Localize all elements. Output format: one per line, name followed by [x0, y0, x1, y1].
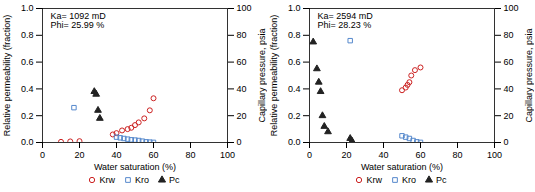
svg-text:100: 100	[504, 3, 519, 13]
svg-text:100: 100	[237, 3, 252, 13]
svg-text:100: 100	[487, 150, 502, 160]
svg-text:1.0: 1.0	[288, 3, 301, 13]
svg-text:60: 60	[148, 150, 158, 160]
html-text:Pc: Pc	[169, 175, 180, 185]
svg-text:40: 40	[111, 150, 121, 160]
svg-text:0.4: 0.4	[21, 84, 34, 94]
svg-text:0: 0	[40, 150, 45, 160]
svg-text:80: 80	[237, 30, 247, 40]
html-text:Krw: Krw	[99, 175, 115, 185]
svg-text:20: 20	[341, 150, 351, 160]
html-text:Kro: Kro	[402, 175, 416, 185]
svg-text:Relative permeability (fractio: Relative permeability (fraction)	[2, 15, 12, 137]
svg-text:20: 20	[504, 111, 514, 121]
svg-text:Ka= 2594 mDPhi= 28.23 %: Ka= 2594 mDPhi= 28.23 %	[318, 11, 374, 30]
svg-text:40: 40	[378, 150, 388, 160]
svg-text:60: 60	[415, 150, 425, 160]
svg-text:Relative permeability (fractio: Relative permeability (fraction)	[269, 15, 279, 137]
svg-text:0.8: 0.8	[288, 30, 301, 40]
svg-text:0.4: 0.4	[288, 84, 301, 94]
svg-text:0.8: 0.8	[21, 30, 34, 40]
svg-text:80: 80	[185, 150, 195, 160]
svg-text:40: 40	[504, 84, 514, 94]
svg-text:20: 20	[237, 111, 247, 121]
svg-text:0.2: 0.2	[288, 111, 301, 121]
html-text:Pc: Pc	[436, 175, 447, 185]
svg-text:Capillary pressure, psia: Capillary pressure, psia	[257, 28, 267, 122]
svg-text:Ka= 1092 mDPhi= 25.99 %: Ka= 1092 mDPhi= 25.99 %	[51, 11, 107, 30]
svg-text:0: 0	[237, 137, 242, 147]
svg-text:60: 60	[237, 57, 247, 67]
svg-text:0: 0	[504, 137, 509, 147]
html-text:Kro: Kro	[135, 175, 149, 185]
svg-text:0.2: 0.2	[21, 111, 34, 121]
svg-text:0.0: 0.0	[288, 137, 301, 147]
svg-text:0.6: 0.6	[21, 57, 34, 67]
svg-text:0.6: 0.6	[288, 57, 301, 67]
svg-text:100: 100	[220, 150, 235, 160]
svg-text:Water saturation (%): Water saturation (%)	[361, 162, 443, 172]
html-text:Krw: Krw	[366, 175, 382, 185]
svg-text:20: 20	[74, 150, 84, 160]
svg-text:Capillary pressure, psia: Capillary pressure, psia	[524, 28, 534, 122]
svg-text:1.0: 1.0	[21, 3, 34, 13]
svg-text:40: 40	[237, 84, 247, 94]
svg-text:Water saturation (%): Water saturation (%)	[94, 162, 176, 172]
svg-text:80: 80	[504, 30, 514, 40]
svg-text:60: 60	[504, 57, 514, 67]
svg-text:80: 80	[452, 150, 462, 160]
svg-text:0.0: 0.0	[21, 137, 34, 147]
svg-text:0: 0	[307, 150, 312, 160]
